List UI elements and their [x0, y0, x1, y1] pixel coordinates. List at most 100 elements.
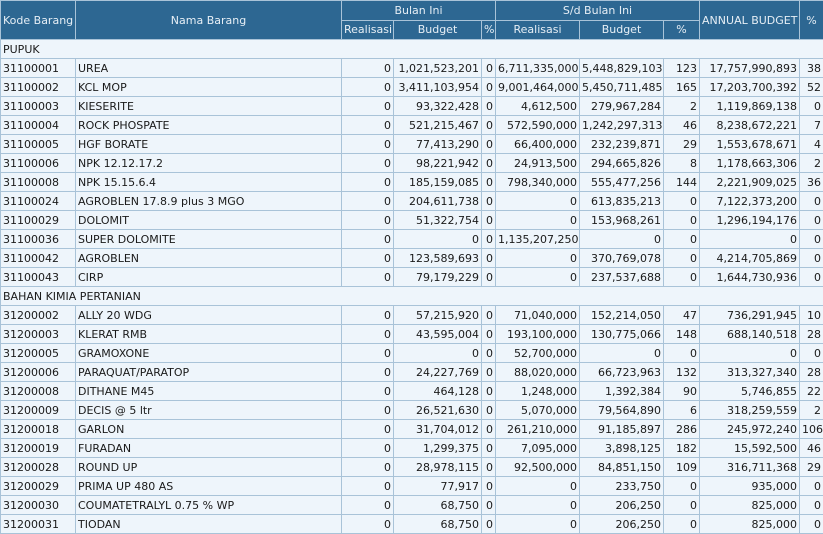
cell-realisasi-bulan-ini: 0 — [341, 153, 394, 173]
cell-realisasi-bulan-ini: 0 — [341, 248, 394, 268]
cell-annual-budget: 825,000 — [699, 495, 801, 515]
cell-annual-budget: 7,122,373,200 — [699, 191, 801, 211]
col-budget-sd[interactable]: Budget — [579, 19, 664, 40]
cell-realisasi-sd: 0 — [495, 267, 580, 287]
cell-realisasi-sd: 1,135,207,250 — [495, 229, 580, 249]
table-row[interactable]: 31200003 KLERAT RMB 0 43,595,004 0 193,100,00… — [0, 324, 823, 344]
table-row[interactable]: 31100003 KIESERITE 0 93,322,428 0 4,612,500 27… — [0, 96, 823, 116]
cell-realisasi-bulan-ini: 0 — [341, 134, 394, 154]
cell-kode-barang: 31200002 — [0, 305, 76, 325]
cell-budget-sd: 206,250 — [579, 495, 664, 515]
cell-realisasi-bulan-ini: 0 — [341, 495, 394, 515]
table-row[interactable]: 31200029 PRIMA UP 480 AS 0 77,917 0 0 233,750 0… — [0, 476, 823, 496]
cell-pct-bulan-ini: 0 — [481, 248, 496, 268]
cell-realisasi-bulan-ini: 0 — [341, 343, 394, 363]
col-pct-sd[interactable]: % — [662, 19, 701, 40]
cell-nama-barang: KLERAT RMB — [75, 324, 342, 344]
col-annual-pct[interactable]: % — [799, 0, 823, 40]
cell-realisasi-bulan-ini: 0 — [341, 381, 394, 401]
cell-kode-barang: 31200029 — [0, 476, 76, 496]
table-row[interactable]: 31100043 CIRP 0 79,179,229 0 0 237,537,688 0 1,6… — [0, 267, 823, 287]
cell-pct-bulan-ini: 0 — [481, 476, 496, 496]
table-row[interactable]: 31100006 NPK 12.12.17.2 0 98,221,942 0 24,913… — [0, 153, 823, 173]
table-row[interactable]: 31100029 DOLOMIT 0 51,322,754 0 0 153,968,261 0… — [0, 210, 823, 230]
cell-budget-sd: 5,450,711,485 — [579, 77, 664, 97]
cell-annual-pct: 28 — [799, 324, 823, 344]
cell-annual-pct: 4 — [799, 134, 823, 154]
cell-annual-budget: 5,746,855 — [699, 381, 801, 401]
col-realisasi-sd[interactable]: Realisasi — [495, 19, 580, 40]
cell-budget-bulan-ini: 204,611,738 — [393, 191, 482, 211]
col-nama-barang[interactable]: Nama Barang — [75, 0, 342, 40]
cell-pct-sd: 90 — [662, 381, 701, 401]
cell-budget-bulan-ini: 1,299,375 — [393, 438, 482, 458]
cell-pct-sd: 0 — [662, 495, 701, 515]
table-row[interactable]: 31200002 ALLY 20 WDG 0 57,215,920 0 71,040,00… — [0, 305, 823, 325]
col-kode-barang[interactable]: Kode Barang — [0, 0, 76, 40]
cell-pct-bulan-ini: 0 — [481, 457, 496, 477]
cell-pct-bulan-ini: 0 — [481, 210, 496, 230]
cell-budget-sd: 370,769,078 — [579, 248, 664, 268]
cell-nama-barang: NPK 12.12.17.2 — [75, 153, 342, 173]
col-annual-budget[interactable]: ANNUAL BUDGET — [699, 0, 801, 40]
table-row[interactable]: 31100024 AGROBLEN 17.8.9 plus 3 MGO 0 204,6… — [0, 191, 823, 211]
cell-budget-bulan-ini: 93,322,428 — [393, 96, 482, 116]
cell-budget-bulan-ini: 123,589,693 — [393, 248, 482, 268]
cell-annual-budget: 1,296,194,176 — [699, 210, 801, 230]
cell-pct-sd: 0 — [662, 210, 701, 230]
cell-realisasi-bulan-ini: 0 — [341, 77, 394, 97]
cell-annual-budget: 17,757,990,893 — [699, 58, 801, 78]
cell-kode-barang: 31200031 — [0, 514, 76, 534]
table-row[interactable]: 31100042 AGROBLEN 0 123,589,693 0 0 370,769,07… — [0, 248, 823, 268]
table-row[interactable]: 31200009 DECIS @ 5 ltr 0 26,521,630 0 5,070,0… — [0, 400, 823, 420]
cell-annual-pct: 0 — [799, 248, 823, 268]
cell-realisasi-bulan-ini: 0 — [341, 229, 394, 249]
cell-realisasi-sd: 0 — [495, 210, 580, 230]
cell-annual-budget: 736,291,945 — [699, 305, 801, 325]
table-row[interactable]: 31100005 HGF BORATE 0 77,413,290 0 66,400,000… — [0, 134, 823, 154]
cell-realisasi-sd: 0 — [495, 514, 580, 534]
cell-pct-sd: 123 — [662, 58, 701, 78]
group-label: BAHAN KIMIA PERTANIAN — [0, 286, 823, 306]
cell-annual-budget: 1,553,678,671 — [699, 134, 801, 154]
cell-budget-sd: 153,968,261 — [579, 210, 664, 230]
cell-budget-bulan-ini: 31,704,012 — [393, 419, 482, 439]
table-row[interactable]: 31100002 KCL MOP 0 3,411,103,954 0 9,001,464,… — [0, 77, 823, 97]
cell-pct-bulan-ini: 0 — [481, 172, 496, 192]
cell-annual-pct: 0 — [799, 267, 823, 287]
col-pct-bulan-ini[interactable]: % — [481, 19, 496, 40]
cell-annual-budget: 15,592,500 — [699, 438, 801, 458]
cell-realisasi-bulan-ini: 0 — [341, 362, 394, 382]
table-row[interactable]: 31200018 GARLON 0 31,704,012 0 261,210,000 91,… — [0, 419, 823, 439]
cell-annual-pct: 36 — [799, 172, 823, 192]
table-row[interactable]: 31200005 GRAMOXONE 0 0 0 52,700,000 0 0 0 0 — [0, 343, 823, 363]
cell-annual-pct: 52 — [799, 77, 823, 97]
cell-budget-sd: 1,392,384 — [579, 381, 664, 401]
table-row[interactable]: 31200006 PARAQUAT/PARATOP 0 24,227,769 0 88,0… — [0, 362, 823, 382]
cell-pct-bulan-ini: 0 — [481, 115, 496, 135]
table-row[interactable]: 31100004 ROCK PHOSPATE 0 521,215,467 0 572,59… — [0, 115, 823, 135]
cell-pct-bulan-ini: 0 — [481, 305, 496, 325]
group-bulan-ini: Bulan Ini — [341, 0, 496, 21]
table-row[interactable]: 31100008 NPK 15.15.6.4 0 185,159,085 0 798,34… — [0, 172, 823, 192]
table-row[interactable]: 31200030 COUMATETRALYL 0.75 % WP 0 68,750 0 0… — [0, 495, 823, 515]
cell-realisasi-bulan-ini: 0 — [341, 115, 394, 135]
col-budget-bulan-ini[interactable]: Budget — [393, 19, 482, 40]
table-row[interactable]: 31200031 TIODAN 0 68,750 0 0 206,250 0 825,000 0 — [0, 514, 823, 534]
col-realisasi-bulan-ini[interactable]: Realisasi — [341, 19, 394, 40]
table-row[interactable]: 31100001 UREA 0 1,021,523,201 0 6,711,335,000… — [0, 58, 823, 78]
cell-budget-bulan-ini: 98,221,942 — [393, 153, 482, 173]
cell-annual-budget: 318,259,559 — [699, 400, 801, 420]
table-row[interactable]: 31200019 FURADAN 0 1,299,375 0 7,095,000 3,898… — [0, 438, 823, 458]
cell-annual-budget: 313,327,340 — [699, 362, 801, 382]
table-row[interactable]: 31200028 ROUND UP 0 28,978,115 0 92,500,000 84… — [0, 457, 823, 477]
cell-annual-pct: 106 — [799, 419, 823, 439]
cell-budget-sd: 130,775,066 — [579, 324, 664, 344]
cell-budget-sd: 66,723,963 — [579, 362, 664, 382]
table-row[interactable]: 31200008 DITHANE M45 0 464,128 0 1,248,000 1,3… — [0, 381, 823, 401]
cell-nama-barang: PRIMA UP 480 AS — [75, 476, 342, 496]
cell-annual-budget: 1,644,730,936 — [699, 267, 801, 287]
cell-pct-bulan-ini: 0 — [481, 419, 496, 439]
table-row[interactable]: 31100036 SUPER DOLOMITE 0 0 0 1,135,207,250 0 0… — [0, 229, 823, 249]
cell-annual-budget: 4,214,705,869 — [699, 248, 801, 268]
